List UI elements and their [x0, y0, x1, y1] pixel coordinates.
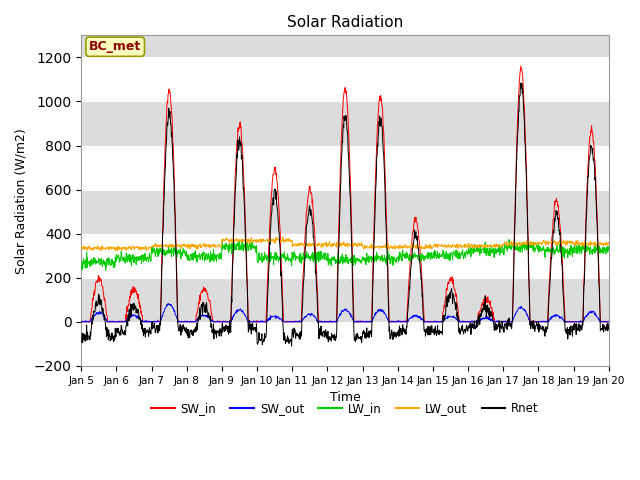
Bar — [81, 322, 609, 366]
LW_out — [543, 240, 550, 246]
SW_in — [195, 300, 203, 305]
Rnet — [195, 318, 202, 324]
SW_in — [543, 319, 550, 324]
SW_in — [605, 319, 612, 324]
Line: Rnet: Rnet — [81, 83, 609, 346]
LW_in — [102, 267, 109, 273]
SW_out — [77, 319, 85, 324]
Rnet — [517, 80, 525, 86]
Rnet — [496, 329, 504, 335]
LW_out — [77, 245, 85, 251]
Rnet — [427, 330, 435, 336]
LW_in — [182, 250, 190, 255]
LW_in — [427, 255, 435, 261]
LW_out — [279, 234, 287, 240]
SW_in — [77, 319, 85, 324]
LW_out — [111, 248, 119, 253]
Rnet — [182, 329, 189, 335]
SW_out — [182, 319, 190, 324]
Rnet — [288, 343, 296, 349]
Line: SW_in: SW_in — [81, 66, 609, 322]
SW_out — [543, 319, 550, 325]
Line: LW_out: LW_out — [81, 237, 609, 251]
LW_out — [605, 240, 612, 246]
Rnet — [77, 339, 85, 345]
SW_out — [79, 319, 86, 325]
SW_in — [427, 319, 435, 325]
Rnet — [253, 341, 261, 347]
LW_in — [543, 248, 550, 253]
LW_in — [605, 247, 612, 253]
LW_in — [505, 237, 513, 242]
LW_out — [182, 243, 190, 249]
LW_in — [77, 265, 85, 271]
LW_in — [195, 253, 203, 259]
Y-axis label: Solar Radiation (W/m2): Solar Radiation (W/m2) — [15, 128, 28, 274]
LW_out — [497, 244, 504, 250]
Rnet — [543, 326, 550, 332]
SW_in — [496, 319, 504, 325]
Legend: SW_in, SW_out, LW_in, LW_out, Rnet: SW_in, SW_out, LW_in, LW_out, Rnet — [147, 397, 543, 420]
Bar — [81, 234, 609, 278]
LW_in — [496, 252, 504, 258]
Line: LW_in: LW_in — [81, 240, 609, 270]
LW_out — [195, 243, 203, 249]
Rnet — [605, 326, 612, 332]
SW_out — [195, 315, 203, 321]
X-axis label: Time: Time — [330, 391, 360, 404]
LW_out — [254, 239, 262, 245]
SW_out — [255, 319, 262, 324]
SW_in — [77, 319, 85, 325]
SW_in — [254, 319, 262, 325]
LW_out — [428, 243, 435, 249]
Text: BC_met: BC_met — [89, 40, 141, 53]
Bar — [81, 58, 609, 101]
Title: Solar Radiation: Solar Radiation — [287, 15, 403, 30]
Line: SW_out: SW_out — [81, 303, 609, 322]
SW_out — [428, 319, 435, 325]
SW_out — [497, 318, 504, 324]
Bar — [81, 145, 609, 190]
LW_in — [254, 260, 262, 265]
SW_out — [605, 319, 612, 325]
SW_in — [182, 319, 190, 325]
SW_in — [517, 63, 525, 69]
SW_out — [164, 300, 172, 306]
